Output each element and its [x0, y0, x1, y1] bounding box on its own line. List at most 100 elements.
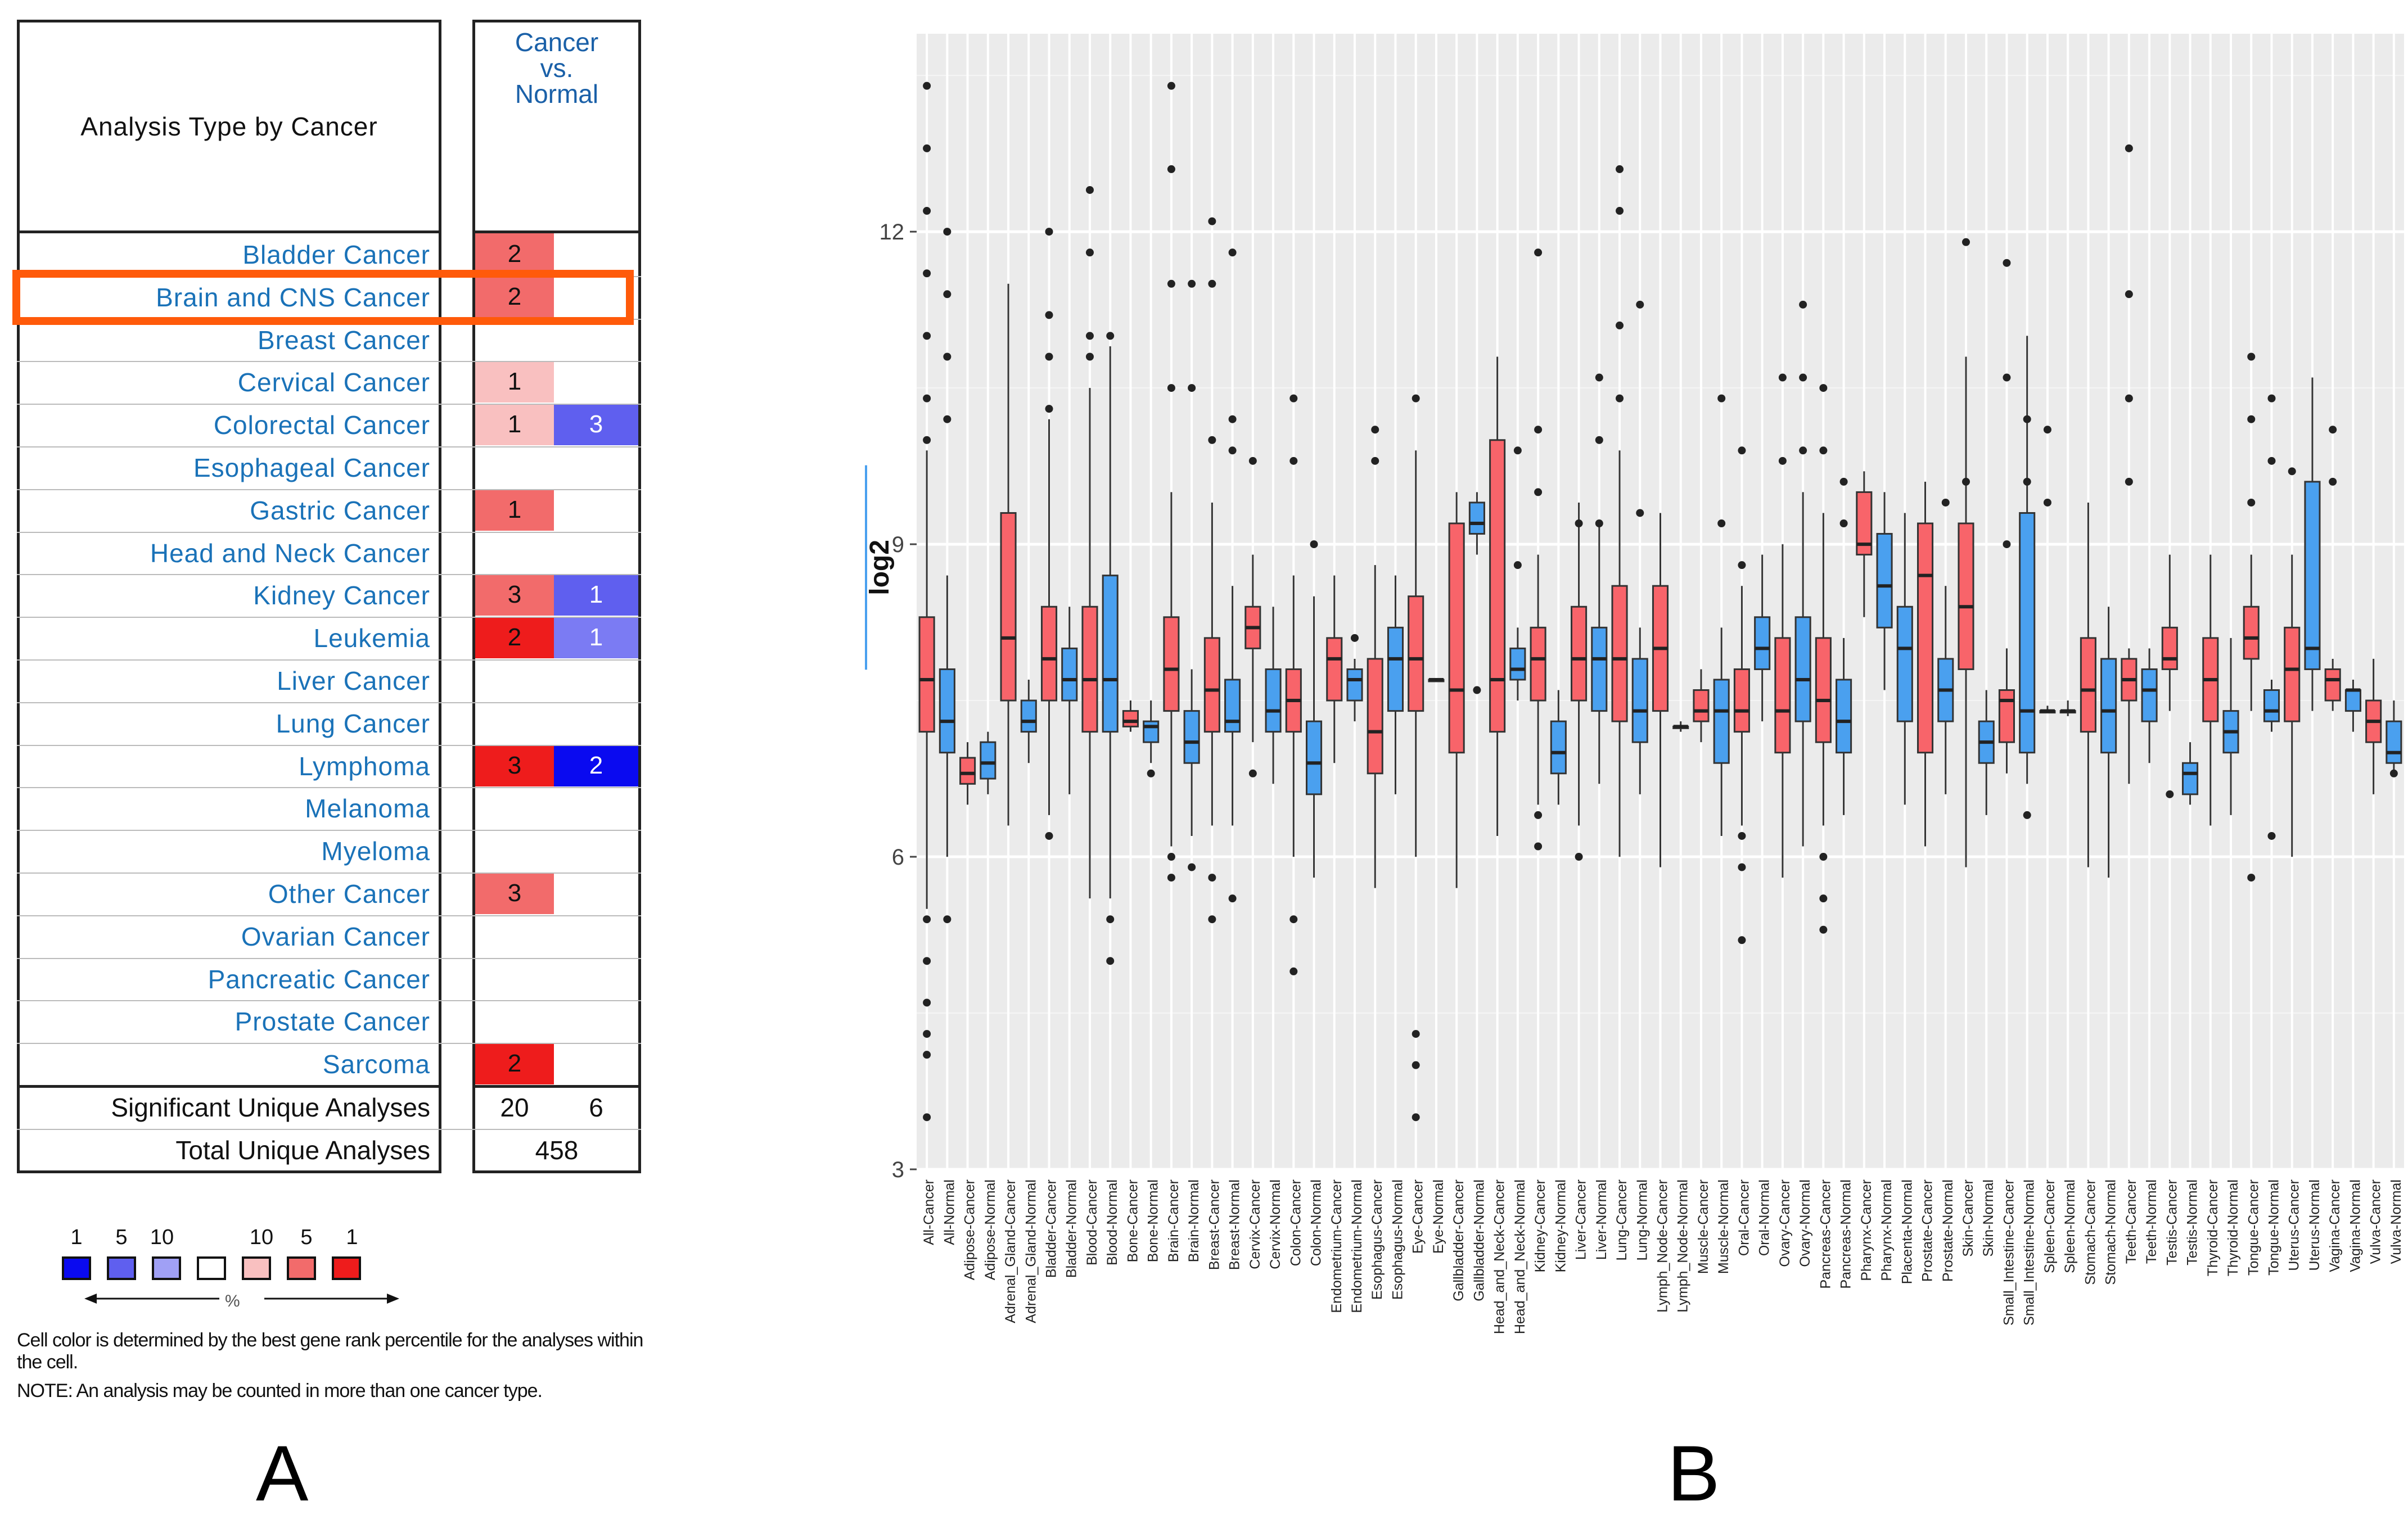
cancer-row[interactable]: Esophageal Cancer	[17, 446, 641, 489]
x-tick-label: Prostate-Cancer	[1920, 1179, 1936, 1282]
cancer-type-link[interactable]: Head and Neck Cancer	[150, 538, 430, 568]
cancer-type-link[interactable]: Sarcoma	[322, 1050, 430, 1079]
cancer-type-link[interactable]: Myeloma	[321, 837, 430, 866]
total-unique-analyses-value: 458	[535, 1136, 579, 1165]
cancer-row[interactable]: Bladder Cancer 2	[17, 233, 641, 276]
x-tick-label: Breast-Cancer	[1206, 1179, 1222, 1270]
box-outlier	[1167, 279, 1175, 288]
overexpression-cell[interactable]: 3	[475, 872, 554, 914]
box-iqr	[1958, 522, 1974, 670]
x-tick-label: Skin-Normal	[1981, 1179, 1996, 1257]
cancer-row[interactable]: Gastric Cancer 1	[17, 489, 641, 532]
x-tick-label: Vagina-Cancer	[2327, 1179, 2343, 1272]
cancer-type-link[interactable]: Breast Cancer	[257, 325, 430, 355]
overexpression-cell[interactable]	[475, 532, 554, 573]
cancer-type-link[interactable]: Pancreatic Cancer	[208, 964, 430, 994]
legend-swatch	[242, 1256, 271, 1280]
overexpression-cell[interactable]	[475, 915, 554, 957]
cancer-row[interactable]: Melanoma	[17, 787, 641, 830]
cancer-row[interactable]: Ovarian Cancer	[17, 915, 641, 958]
underexpression-cell[interactable]	[554, 958, 638, 1000]
overexpression-cell[interactable]	[475, 659, 554, 701]
cancer-type-link[interactable]: Ovarian Cancer	[241, 921, 430, 951]
underexpression-cell[interactable]	[554, 1043, 638, 1084]
box-outlier	[1799, 300, 1807, 309]
x-tick-label: Endometrium-Cancer	[1329, 1179, 1345, 1313]
overexpression-cell[interactable]: 2	[475, 1043, 554, 1085]
cancer-type-link[interactable]: Melanoma	[305, 794, 430, 824]
cancer-row[interactable]: Pancreatic Cancer	[17, 957, 641, 1001]
box-outlier	[1371, 426, 1379, 434]
cancer-row[interactable]: Head and Neck Cancer	[17, 531, 641, 575]
underexpression-cell[interactable]	[554, 233, 638, 275]
overexpression-cell[interactable]: 1	[475, 361, 554, 403]
underexpression-cell[interactable]	[554, 1000, 638, 1042]
overexpression-cell[interactable]: 3	[475, 574, 554, 616]
cancer-type-link[interactable]: Lung Cancer	[276, 708, 430, 738]
underexpression-cell[interactable]	[554, 787, 638, 829]
underexpression-cell[interactable]: 2	[554, 744, 638, 786]
cancer-type-link[interactable]: Cervical Cancer	[237, 368, 430, 397]
underexpression-cell[interactable]	[554, 489, 638, 531]
cancer-row[interactable]: Brain and CNS Cancer 2	[17, 275, 641, 319]
legend-swatch	[62, 1256, 91, 1280]
underexpression-cell[interactable]	[554, 830, 638, 871]
cancer-row[interactable]: Lung Cancer	[17, 702, 641, 745]
cancer-type-link[interactable]: Gastric Cancer	[250, 495, 430, 525]
cancer-row[interactable]: Liver Cancer	[17, 659, 641, 702]
overexpression-cell[interactable]	[475, 958, 554, 1000]
cancer-row[interactable]: Leukemia 2 1	[17, 617, 641, 659]
cancer-type-link[interactable]: Esophageal Cancer	[193, 453, 430, 482]
cancer-type-link[interactable]: Brain and CNS Cancer	[156, 282, 430, 312]
cancer-type-link[interactable]: Prostate Cancer	[235, 1007, 430, 1037]
overexpression-cell[interactable]	[475, 446, 554, 488]
box-outlier	[1045, 311, 1053, 319]
box-iqr	[2080, 637, 2096, 733]
overexpression-cell[interactable]: 1	[475, 404, 554, 446]
overexpression-cell[interactable]	[475, 1000, 554, 1042]
box-outlier	[1738, 863, 1746, 871]
underexpression-cell[interactable]	[554, 872, 638, 914]
overexpression-cell[interactable]	[475, 787, 554, 829]
underexpression-cell[interactable]	[554, 361, 638, 403]
cancer-type-link[interactable]: Colorectal Cancer	[213, 410, 430, 440]
x-tick-label: Uterus-Cancer	[2287, 1179, 2302, 1271]
cancer-row[interactable]: Lymphoma 3 2	[17, 744, 641, 788]
cancer-type-link[interactable]: Kidney Cancer	[253, 581, 430, 611]
cancer-row[interactable]: Colorectal Cancer 1 3	[17, 404, 641, 446]
underexpression-cell[interactable]	[554, 915, 638, 957]
cancer-type-link[interactable]: Leukemia	[313, 623, 430, 653]
underexpression-cell[interactable]: 3	[554, 404, 638, 446]
box-iqr	[1733, 668, 1750, 733]
expression-boxplot: 3 6 9 12 log2 All-Cancer All-Normal Adipose-Can…	[865, 34, 2404, 1334]
overexpression-cell[interactable]	[475, 702, 554, 744]
row-separator	[17, 574, 641, 576]
box-outlier	[1167, 82, 1175, 90]
overexpression-cell[interactable]: 2	[475, 275, 554, 318]
underexpression-cell[interactable]	[554, 659, 638, 701]
overexpression-cell[interactable]: 1	[475, 489, 554, 531]
overexpression-cell[interactable]: 3	[475, 744, 554, 786]
underexpression-cell[interactable]	[554, 532, 638, 573]
underexpression-cell[interactable]: 1	[554, 617, 638, 659]
cancer-row[interactable]: Cervical Cancer 1	[17, 361, 641, 404]
cancer-row[interactable]: Myeloma	[17, 830, 641, 872]
overexpression-cell[interactable]: 2	[475, 617, 554, 659]
cancer-type-link[interactable]: Liver Cancer	[277, 666, 430, 695]
cancer-type-link[interactable]: Other Cancer	[268, 879, 430, 908]
cancer-row[interactable]: Prostate Cancer	[17, 1000, 641, 1043]
cancer-row[interactable]: Other Cancer 3	[17, 872, 641, 915]
cancer-type-link[interactable]: Bladder Cancer	[242, 240, 430, 269]
underexpression-cell[interactable]: 1	[554, 574, 638, 616]
legend-arrow	[84, 1294, 399, 1304]
cancer-type-link[interactable]: Lymphoma	[299, 751, 430, 781]
box-outlier	[1534, 842, 1543, 851]
header-analysis-type: Analysis Type by Cancer	[17, 20, 441, 233]
cancer-row[interactable]: Kidney Cancer 3 1	[17, 574, 641, 617]
overexpression-cell[interactable]	[475, 830, 554, 871]
overexpression-cell[interactable]: 2	[475, 233, 554, 275]
underexpression-cell[interactable]	[554, 446, 638, 488]
cancer-row[interactable]: Sarcoma 2	[17, 1043, 641, 1086]
box-outlier	[1228, 894, 1237, 903]
underexpression-cell[interactable]	[554, 702, 638, 744]
